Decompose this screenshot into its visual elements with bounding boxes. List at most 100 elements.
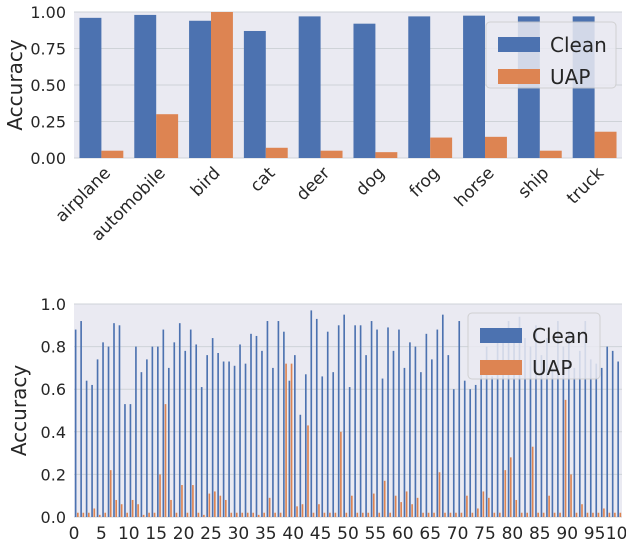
- y-tick-label: 0.4: [41, 423, 66, 442]
- bar-uap-33: [257, 514, 260, 517]
- bar-uap-automobile: [156, 114, 179, 158]
- x-tick-label: 85: [529, 524, 551, 539]
- bar-clean-15: [157, 346, 159, 517]
- bar-clean-71: [463, 380, 466, 517]
- bar-uap-11: [137, 504, 139, 517]
- bar-clean-23: [200, 387, 203, 517]
- bar-uap-41: [301, 504, 304, 517]
- legend-swatch-uap: [498, 69, 540, 84]
- bar-clean-4: [96, 359, 99, 517]
- bar-clean-16: [162, 329, 165, 517]
- bar-uap-10: [131, 499, 134, 517]
- bar-uap-4: [98, 514, 101, 517]
- x-tick-label: 60: [392, 524, 414, 539]
- bar-uap-37: [279, 512, 282, 517]
- bar-uap-73: [477, 508, 479, 517]
- bar-uap-9: [126, 512, 128, 517]
- bar-clean-61: [409, 342, 411, 517]
- bar-clean-58: [392, 350, 395, 517]
- bar-clean-33: [255, 335, 258, 517]
- bar-clean-7: [113, 323, 115, 517]
- bar-clean-68: [447, 355, 450, 517]
- bar-uap-80: [515, 499, 518, 517]
- bar-clean-30: [239, 344, 241, 517]
- bar-uap-14: [153, 512, 156, 517]
- bar-uap-56: [383, 480, 386, 517]
- legend-label-clean: Clean: [532, 324, 589, 348]
- bar-uap-66: [438, 472, 441, 517]
- bar-clean-37: [277, 321, 280, 517]
- legend-swatch-clean: [480, 328, 522, 343]
- bar-clean-74: [480, 363, 482, 517]
- bar-clean-horse: [463, 15, 485, 159]
- bar-clean-22: [195, 344, 198, 517]
- bar-clean-41: [299, 414, 302, 517]
- bar-clean-57: [387, 327, 389, 517]
- bar-clean-9: [124, 404, 126, 517]
- bar-uap-88: [559, 512, 561, 517]
- bar-uap-98: [614, 512, 616, 517]
- bar-uap-85: [542, 512, 545, 517]
- bar-clean-90: [568, 333, 570, 517]
- bar-uap-54: [372, 493, 375, 517]
- y-tick-label: 1.00: [30, 3, 66, 22]
- bar-clean-35: [266, 321, 269, 517]
- bar-clean-53: [365, 355, 367, 517]
- bar-uap-36: [274, 512, 276, 517]
- bar-uap-95: [597, 512, 600, 517]
- bar-clean-45: [321, 376, 324, 517]
- y-tick-label: 0.25: [30, 113, 66, 132]
- bar-clean-72: [469, 389, 472, 517]
- bar-uap-96: [603, 508, 605, 517]
- bar-uap-76: [493, 512, 496, 517]
- bar-uap-39: [290, 363, 293, 517]
- bar-clean-50: [348, 387, 351, 517]
- bar-clean-cat: [243, 30, 266, 159]
- bar-uap-45: [323, 512, 326, 517]
- x-tick-label: deer: [293, 163, 335, 205]
- bar-uap-72: [471, 512, 474, 517]
- bar-uap-deer: [320, 150, 343, 158]
- bar-uap-89: [564, 399, 567, 517]
- bar-clean-66: [436, 329, 439, 517]
- bar-clean-1: [80, 321, 82, 517]
- bar-uap-61: [411, 504, 413, 517]
- bar-clean-38: [283, 331, 285, 517]
- bar-clean-83: [529, 346, 532, 517]
- bar-uap-43: [312, 512, 315, 517]
- bar-uap-17: [170, 499, 172, 517]
- bar-clean-81: [518, 316, 521, 517]
- bar-uap-7: [115, 499, 118, 517]
- bar-clean-67: [441, 314, 444, 517]
- x-tick-label: frog: [406, 163, 444, 201]
- x-tick-label: 15: [145, 524, 167, 539]
- bar-clean-36: [272, 367, 274, 517]
- bar-clean-99: [617, 361, 619, 517]
- bar-clean-52: [359, 325, 362, 517]
- bar-uap-42: [307, 425, 309, 517]
- x-tick-label: 5: [96, 524, 107, 539]
- legend-swatch-uap: [480, 360, 522, 375]
- bar-uap-6: [109, 470, 112, 517]
- bar-uap-20: [186, 512, 189, 517]
- bar-clean-12: [140, 372, 143, 517]
- bar-clean-3: [91, 384, 93, 517]
- bar-clean-automobile: [134, 14, 157, 159]
- x-tick-label: 95: [584, 524, 606, 539]
- bar-uap-59: [400, 502, 402, 517]
- bar-uap-16: [164, 404, 167, 517]
- bar-uap-29: [235, 512, 238, 517]
- x-tick-label: 75: [474, 524, 496, 539]
- bar-clean-93: [584, 321, 587, 517]
- bar-uap-86: [548, 495, 550, 517]
- bar-uap-truck: [594, 131, 617, 158]
- bar-uap-40: [296, 506, 298, 517]
- bar-clean-24: [206, 355, 208, 517]
- x-tick-label: truck: [563, 163, 608, 208]
- bar-uap-3: [93, 508, 96, 517]
- bar-uap-57: [389, 512, 392, 517]
- bar-clean-91: [573, 367, 576, 517]
- bar-uap-0: [77, 512, 79, 517]
- bar-clean-60: [403, 367, 406, 517]
- bar-uap-65: [433, 512, 435, 517]
